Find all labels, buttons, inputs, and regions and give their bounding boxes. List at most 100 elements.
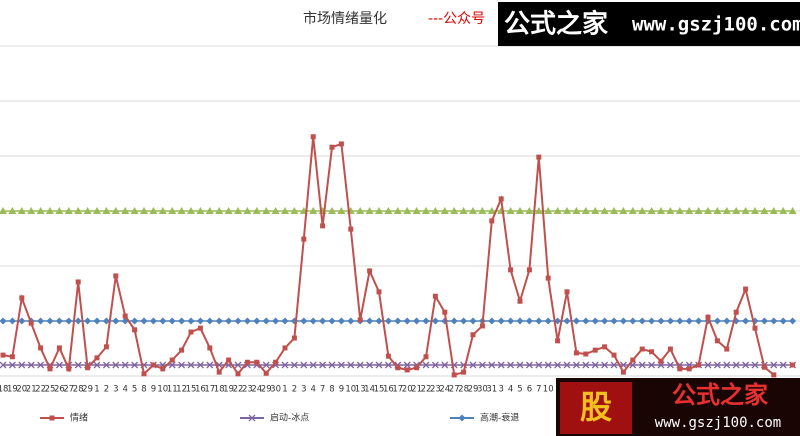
marker [723,361,731,369]
marker [602,344,608,350]
marker [215,317,223,325]
marker [469,317,477,325]
marker [309,207,318,214]
x-tick-label: 1 [94,385,99,395]
marker [450,207,459,214]
marker [628,207,637,214]
marker [206,361,214,369]
marker [704,207,712,214]
marker [694,207,703,214]
marker [248,414,256,422]
marker [667,346,673,352]
marker [413,317,421,325]
marker [160,366,166,372]
x-tick-label: 19 [7,385,18,395]
marker [149,317,157,325]
marker [743,286,749,292]
marker [423,354,429,360]
marker [234,361,242,369]
x-tick-label: 21 [411,385,422,395]
marker [178,317,186,325]
watermark-box [498,2,800,46]
x-tick-label: 11 [167,385,178,395]
marker [8,207,17,214]
marker [309,317,317,325]
x-tick-label: 22 [421,385,432,395]
marker [300,361,308,369]
x-tick-label: 4 [122,385,127,395]
marker [150,362,156,368]
x-tick-label: 28 [458,385,469,395]
marker [196,361,204,369]
marker [188,329,194,335]
marker [752,325,758,331]
marker [506,207,515,214]
marker [291,335,297,341]
marker [112,317,120,325]
marker [367,268,373,274]
marker [27,361,35,369]
x-tick-label: 4 [508,385,513,395]
x-tick-label: 3 [113,385,118,395]
marker [187,207,195,214]
x-tick-label: 22 [35,385,46,395]
marker [215,207,224,214]
marker [207,345,213,351]
marker [347,361,355,369]
marker [64,207,73,214]
marker [262,317,270,325]
marker [714,338,720,344]
marker [403,317,411,325]
x-tick-label: 29 [261,385,272,395]
marker [243,317,251,325]
marker [384,361,392,369]
marker [489,218,495,224]
marker [722,207,731,214]
marker [8,361,16,369]
marker [319,361,327,369]
marker [724,346,730,352]
marker [544,207,553,214]
marker [431,207,440,214]
marker [582,317,590,325]
marker [761,364,767,370]
marker [779,207,788,214]
marker [676,317,684,325]
marker [704,361,712,369]
marker [779,361,787,369]
marker [36,207,45,214]
marker [262,361,270,369]
marker [393,207,402,214]
x-tick-label: 25 [45,385,56,395]
x-tick-label: 14 [364,385,375,395]
marker [102,207,111,214]
marker [273,359,279,365]
marker [751,207,759,214]
marker [328,207,336,214]
watermark-brand: 公式之家 [504,9,608,40]
marker [65,317,73,325]
marker [0,352,6,358]
marker [713,361,721,369]
marker [0,207,7,214]
marker [460,317,468,325]
watermark-brand: 公式之家 [672,381,768,409]
marker [121,361,129,369]
marker [790,362,796,368]
marker [113,273,119,279]
marker [282,345,288,351]
marker [263,370,269,376]
x-tick-label: 5 [132,385,137,395]
marker [84,317,92,325]
marker [384,317,392,325]
marker [301,236,307,242]
x-tick-label: 9 [339,385,344,395]
x-tick-label: 12 [176,385,187,395]
marker [554,361,562,369]
marker [102,317,110,325]
x-tick-label: 10 [157,385,168,395]
marker [159,317,167,325]
marker [564,289,570,295]
marker [658,358,664,364]
